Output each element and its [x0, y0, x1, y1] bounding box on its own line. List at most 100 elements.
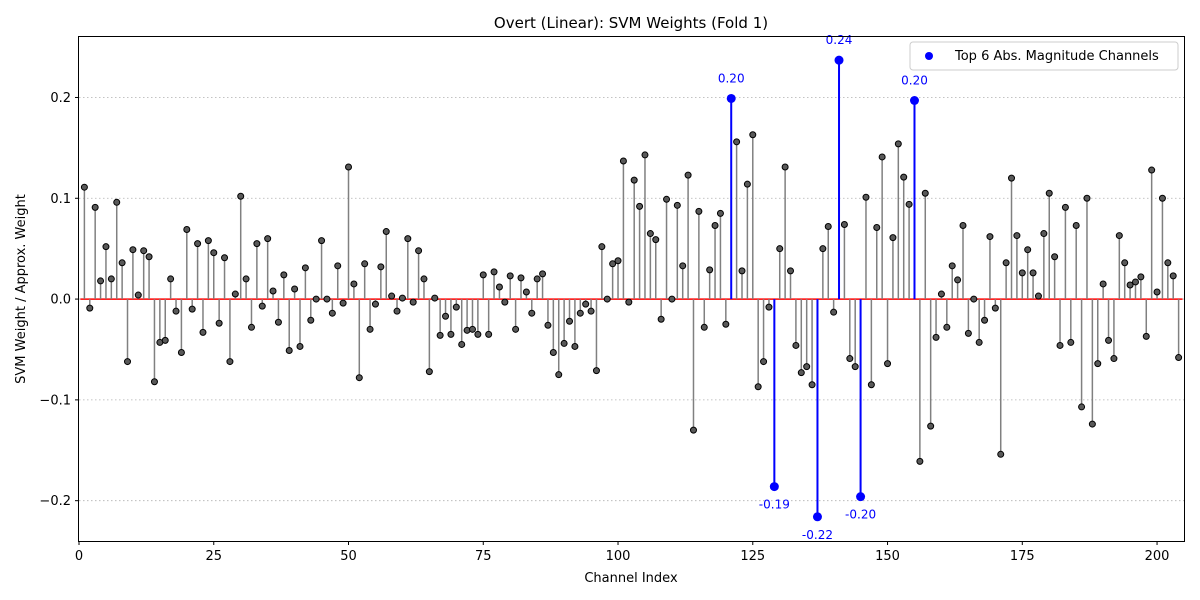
- stem-marker: [102, 243, 110, 251]
- stem-marker: [479, 271, 487, 279]
- stem-marker: [371, 300, 379, 308]
- stem-marker: [975, 338, 983, 346]
- y-axis: −0.2 −0.1 0.0 0.1 0.2: [39, 91, 79, 509]
- stem-marker: [134, 291, 142, 299]
- stem-marker: [609, 260, 617, 268]
- stem-marker: [253, 240, 261, 248]
- stem-marker: [673, 201, 681, 209]
- value-labels: 0.20 -0.19 -0.22 0.24 -0.20 0.20: [718, 33, 928, 542]
- stem-marker: [409, 298, 417, 306]
- stem-marker: [722, 320, 730, 328]
- stem-marker: [948, 262, 956, 270]
- stem-marker: [404, 235, 412, 243]
- stem-marker: [210, 249, 218, 257]
- stem-marker: [614, 257, 622, 265]
- stem-marker: [522, 288, 530, 296]
- stem-marker: [339, 299, 347, 307]
- stem-marker: [1067, 338, 1075, 346]
- stem-marker: [576, 309, 584, 317]
- highlight-value-label: -0.20: [845, 508, 876, 522]
- stem-marker: [803, 363, 811, 371]
- stem-marker: [512, 325, 520, 333]
- y-tick-label: −0.1: [39, 393, 71, 408]
- stem-marker: [700, 323, 708, 331]
- stem-marker: [937, 290, 945, 298]
- stem-marker: [1078, 403, 1086, 411]
- stem-marker: [129, 246, 137, 254]
- stem-marker: [124, 358, 132, 366]
- stem-marker: [172, 307, 180, 315]
- stem-marker: [619, 157, 627, 165]
- stem-marker: [754, 383, 762, 391]
- stem-marker: [641, 151, 649, 159]
- stem-marker: [490, 268, 498, 276]
- highlight-marker: [769, 482, 779, 492]
- stem-marker: [582, 300, 590, 308]
- y-tick-label: −0.2: [39, 494, 71, 509]
- stem-marker: [323, 295, 331, 303]
- stem-marker: [107, 275, 115, 283]
- stem-marker: [636, 202, 644, 210]
- stem-marker: [382, 228, 390, 236]
- stem-marker: [927, 422, 935, 430]
- y-tick-label: 0.1: [50, 192, 71, 207]
- stem-marker: [199, 328, 207, 336]
- stem-marker: [1099, 280, 1107, 288]
- stem-marker: [442, 312, 450, 320]
- stem-marker: [1051, 253, 1059, 261]
- stem-marker: [981, 316, 989, 324]
- stem-marker: [932, 333, 940, 341]
- stem-marker: [889, 234, 897, 242]
- stem-marker: [1045, 189, 1053, 197]
- x-tick-label: 150: [875, 549, 900, 564]
- stem-marker: [1121, 259, 1129, 267]
- y-tick-label: 0.0: [50, 293, 71, 308]
- stem-marker: [743, 180, 751, 188]
- stem-marker: [258, 302, 266, 310]
- stem-marker: [555, 371, 563, 379]
- stem-marker: [458, 340, 466, 348]
- stem-marker: [970, 295, 978, 303]
- stem-marker: [517, 274, 525, 282]
- stem-marker: [140, 247, 148, 255]
- stem-marker: [361, 260, 369, 268]
- stem-marker: [1056, 341, 1064, 349]
- stem-marker: [1148, 166, 1156, 174]
- stem-marker: [765, 303, 773, 311]
- stem-marker: [145, 253, 153, 261]
- stem-marker: [954, 276, 962, 284]
- stem-marker: [355, 374, 363, 382]
- stem-marker: [1169, 272, 1177, 280]
- stem-marker: [716, 209, 724, 217]
- highlight-marker: [856, 492, 866, 502]
- stem-marker: [296, 342, 304, 350]
- stem-marker: [188, 305, 196, 313]
- stem-marker: [1158, 194, 1166, 202]
- stem-marker: [873, 224, 881, 232]
- legend-label: Top 6 Abs. Magnitude Channels: [954, 49, 1159, 64]
- stem-marker: [1034, 292, 1042, 300]
- stem-marker: [1105, 336, 1113, 344]
- stem-marker: [247, 323, 255, 331]
- stem-marker: [150, 378, 158, 386]
- stem-marker: [1175, 354, 1183, 362]
- stem-marker: [1002, 259, 1010, 267]
- stem-marker: [663, 195, 671, 203]
- stem-marker: [1040, 230, 1048, 238]
- stem-marker: [447, 330, 455, 338]
- stem-marker: [436, 331, 444, 339]
- stem-marker: [986, 233, 994, 241]
- stem-marker: [452, 303, 460, 311]
- stem-marker: [862, 193, 870, 201]
- stem-marker: [943, 323, 951, 331]
- stem-marker: [592, 367, 600, 375]
- x-tick-label: 75: [475, 549, 492, 564]
- stem-marker: [819, 245, 827, 253]
- highlight-marker: [909, 96, 919, 106]
- stem-marker: [86, 304, 94, 312]
- stem-marker: [485, 330, 493, 338]
- stem-marker: [878, 153, 886, 161]
- stem-marker: [307, 316, 315, 324]
- stem-marker: [177, 349, 185, 357]
